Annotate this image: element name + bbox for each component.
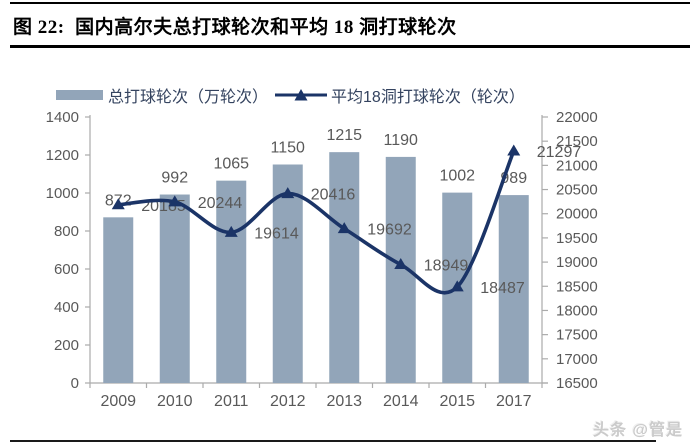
left-axis-tick-label: 0 xyxy=(71,375,79,392)
right-axis-tick-label: 21000 xyxy=(556,157,598,174)
right-axis-tick-label: 19000 xyxy=(556,254,598,271)
x-axis-label-2014: 2014 xyxy=(383,393,419,410)
bar-label-2010: 992 xyxy=(161,170,188,187)
bottom-rule xyxy=(10,440,656,442)
left-axis-tick-label: 400 xyxy=(54,299,79,316)
x-axis-label-2011: 2011 xyxy=(214,393,249,410)
line-marker-2017 xyxy=(507,144,521,156)
x-axis-label-2009: 2009 xyxy=(100,393,136,410)
bar-2010 xyxy=(159,194,190,383)
right-axis-tick-label: 21500 xyxy=(556,133,598,150)
right-axis-tick-label: 22000 xyxy=(556,109,598,126)
x-axis-label-2015: 2015 xyxy=(439,393,475,410)
x-axis-label-2012: 2012 xyxy=(270,393,306,410)
right-axis-tick-label: 20500 xyxy=(556,182,598,199)
figure-title: 图 22: 国内高尔夫总打球轮次和平均 18 洞打球轮次 xyxy=(13,17,457,38)
right-axis-tick-label: 18000 xyxy=(556,302,598,319)
bar-series-label: 总打球轮次（万轮次） xyxy=(108,89,269,106)
line-marker-2014 xyxy=(394,258,408,270)
x-axis-label-2010: 2010 xyxy=(157,393,193,410)
right-axis-tick-label: 18500 xyxy=(556,278,598,295)
line-marker-2012 xyxy=(281,187,295,199)
line-series-label: 平均18洞打球轮次（轮次） xyxy=(331,89,525,106)
left-axis-tick-label: 200 xyxy=(54,337,79,354)
left-axis-tick-label: 1400 xyxy=(46,109,79,126)
left-axis-tick-label: 800 xyxy=(54,223,79,240)
line-label-2014: 18949 xyxy=(424,258,469,275)
left-axis-tick-label: 1200 xyxy=(46,147,79,164)
line-label-2012: 20416 xyxy=(311,187,356,204)
bar-label-2012: 1150 xyxy=(271,140,306,157)
top-rule xyxy=(10,2,690,4)
bar-2012 xyxy=(272,164,303,383)
x-axis-label-2013: 2013 xyxy=(326,393,362,410)
line-label-2013: 19692 xyxy=(367,222,412,239)
line-series-path xyxy=(118,150,516,295)
line-marker-2015 xyxy=(450,280,464,292)
right-axis-tick-label: 20000 xyxy=(556,206,598,223)
left-axis-tick-label: 1000 xyxy=(46,185,79,202)
chart-legend: 总打球轮次（万轮次） 平均18洞打球轮次（轮次） xyxy=(56,84,532,106)
bar-2011 xyxy=(216,180,247,383)
bar-label-2011: 1065 xyxy=(213,156,249,173)
bar-2013 xyxy=(329,152,360,383)
bar-label-2014: 1190 xyxy=(384,132,419,149)
x-axis-label-2017: 2017 xyxy=(496,393,532,410)
bar-label-2015: 1002 xyxy=(439,168,475,185)
line-label-2017: 21297 xyxy=(537,144,582,161)
right-axis-tick-label: 17000 xyxy=(556,351,598,368)
bar-2017 xyxy=(498,195,529,383)
right-axis-tick-label: 17500 xyxy=(556,327,598,344)
watermark: 头条 @管是 xyxy=(592,422,683,439)
bar-2009 xyxy=(103,217,134,383)
title-divider xyxy=(10,45,690,48)
line-marker-2013 xyxy=(337,222,351,234)
line-series-swatch-icon xyxy=(275,89,328,101)
line-marker-2011 xyxy=(224,225,238,237)
bar-label-2013: 1215 xyxy=(326,127,362,144)
line-label-2015: 18487 xyxy=(480,280,525,297)
bar-series-swatch-icon xyxy=(56,90,103,100)
line-label-2011: 19614 xyxy=(254,225,299,242)
left-axis-tick-label: 600 xyxy=(54,261,79,278)
right-axis-tick-label: 16500 xyxy=(556,375,598,392)
right-axis-tick-label: 19500 xyxy=(556,230,598,247)
line-marker-2009 xyxy=(111,198,125,210)
line-label-2010: 20244 xyxy=(198,195,243,212)
line-marker-2010 xyxy=(168,195,182,207)
